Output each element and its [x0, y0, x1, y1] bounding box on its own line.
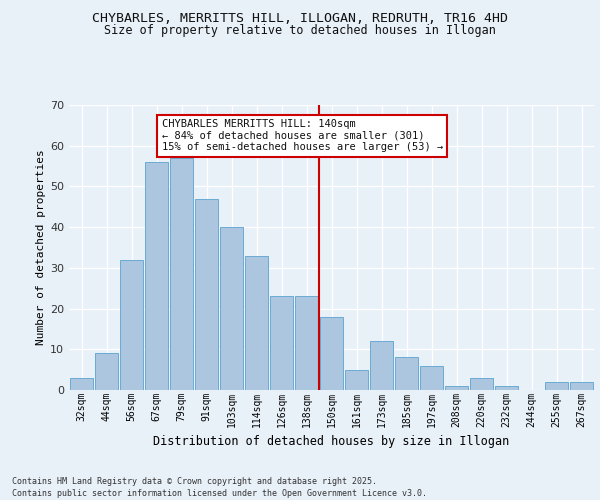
Text: Contains HM Land Registry data © Crown copyright and database right 2025.: Contains HM Land Registry data © Crown c… — [12, 478, 377, 486]
Bar — [170, 158, 193, 390]
Bar — [95, 354, 118, 390]
Text: CHYBARLES MERRITTS HILL: 140sqm
← 84% of detached houses are smaller (301)
15% o: CHYBARLES MERRITTS HILL: 140sqm ← 84% of… — [161, 120, 443, 152]
Bar — [195, 198, 218, 390]
Bar — [320, 316, 343, 390]
X-axis label: Distribution of detached houses by size in Illogan: Distribution of detached houses by size … — [154, 435, 509, 448]
Bar — [370, 341, 393, 390]
Y-axis label: Number of detached properties: Number of detached properties — [36, 150, 46, 346]
Text: Size of property relative to detached houses in Illogan: Size of property relative to detached ho… — [104, 24, 496, 37]
Bar — [270, 296, 293, 390]
Bar — [70, 378, 93, 390]
Bar — [470, 378, 493, 390]
Bar — [495, 386, 518, 390]
Bar — [545, 382, 568, 390]
Bar — [120, 260, 143, 390]
Bar — [445, 386, 468, 390]
Bar — [220, 227, 243, 390]
Bar — [395, 358, 418, 390]
Bar — [345, 370, 368, 390]
Bar — [420, 366, 443, 390]
Text: Contains public sector information licensed under the Open Government Licence v3: Contains public sector information licen… — [12, 489, 427, 498]
Bar — [245, 256, 268, 390]
Text: CHYBARLES, MERRITTS HILL, ILLOGAN, REDRUTH, TR16 4HD: CHYBARLES, MERRITTS HILL, ILLOGAN, REDRU… — [92, 12, 508, 26]
Bar — [295, 296, 318, 390]
Bar — [145, 162, 168, 390]
Bar — [570, 382, 593, 390]
